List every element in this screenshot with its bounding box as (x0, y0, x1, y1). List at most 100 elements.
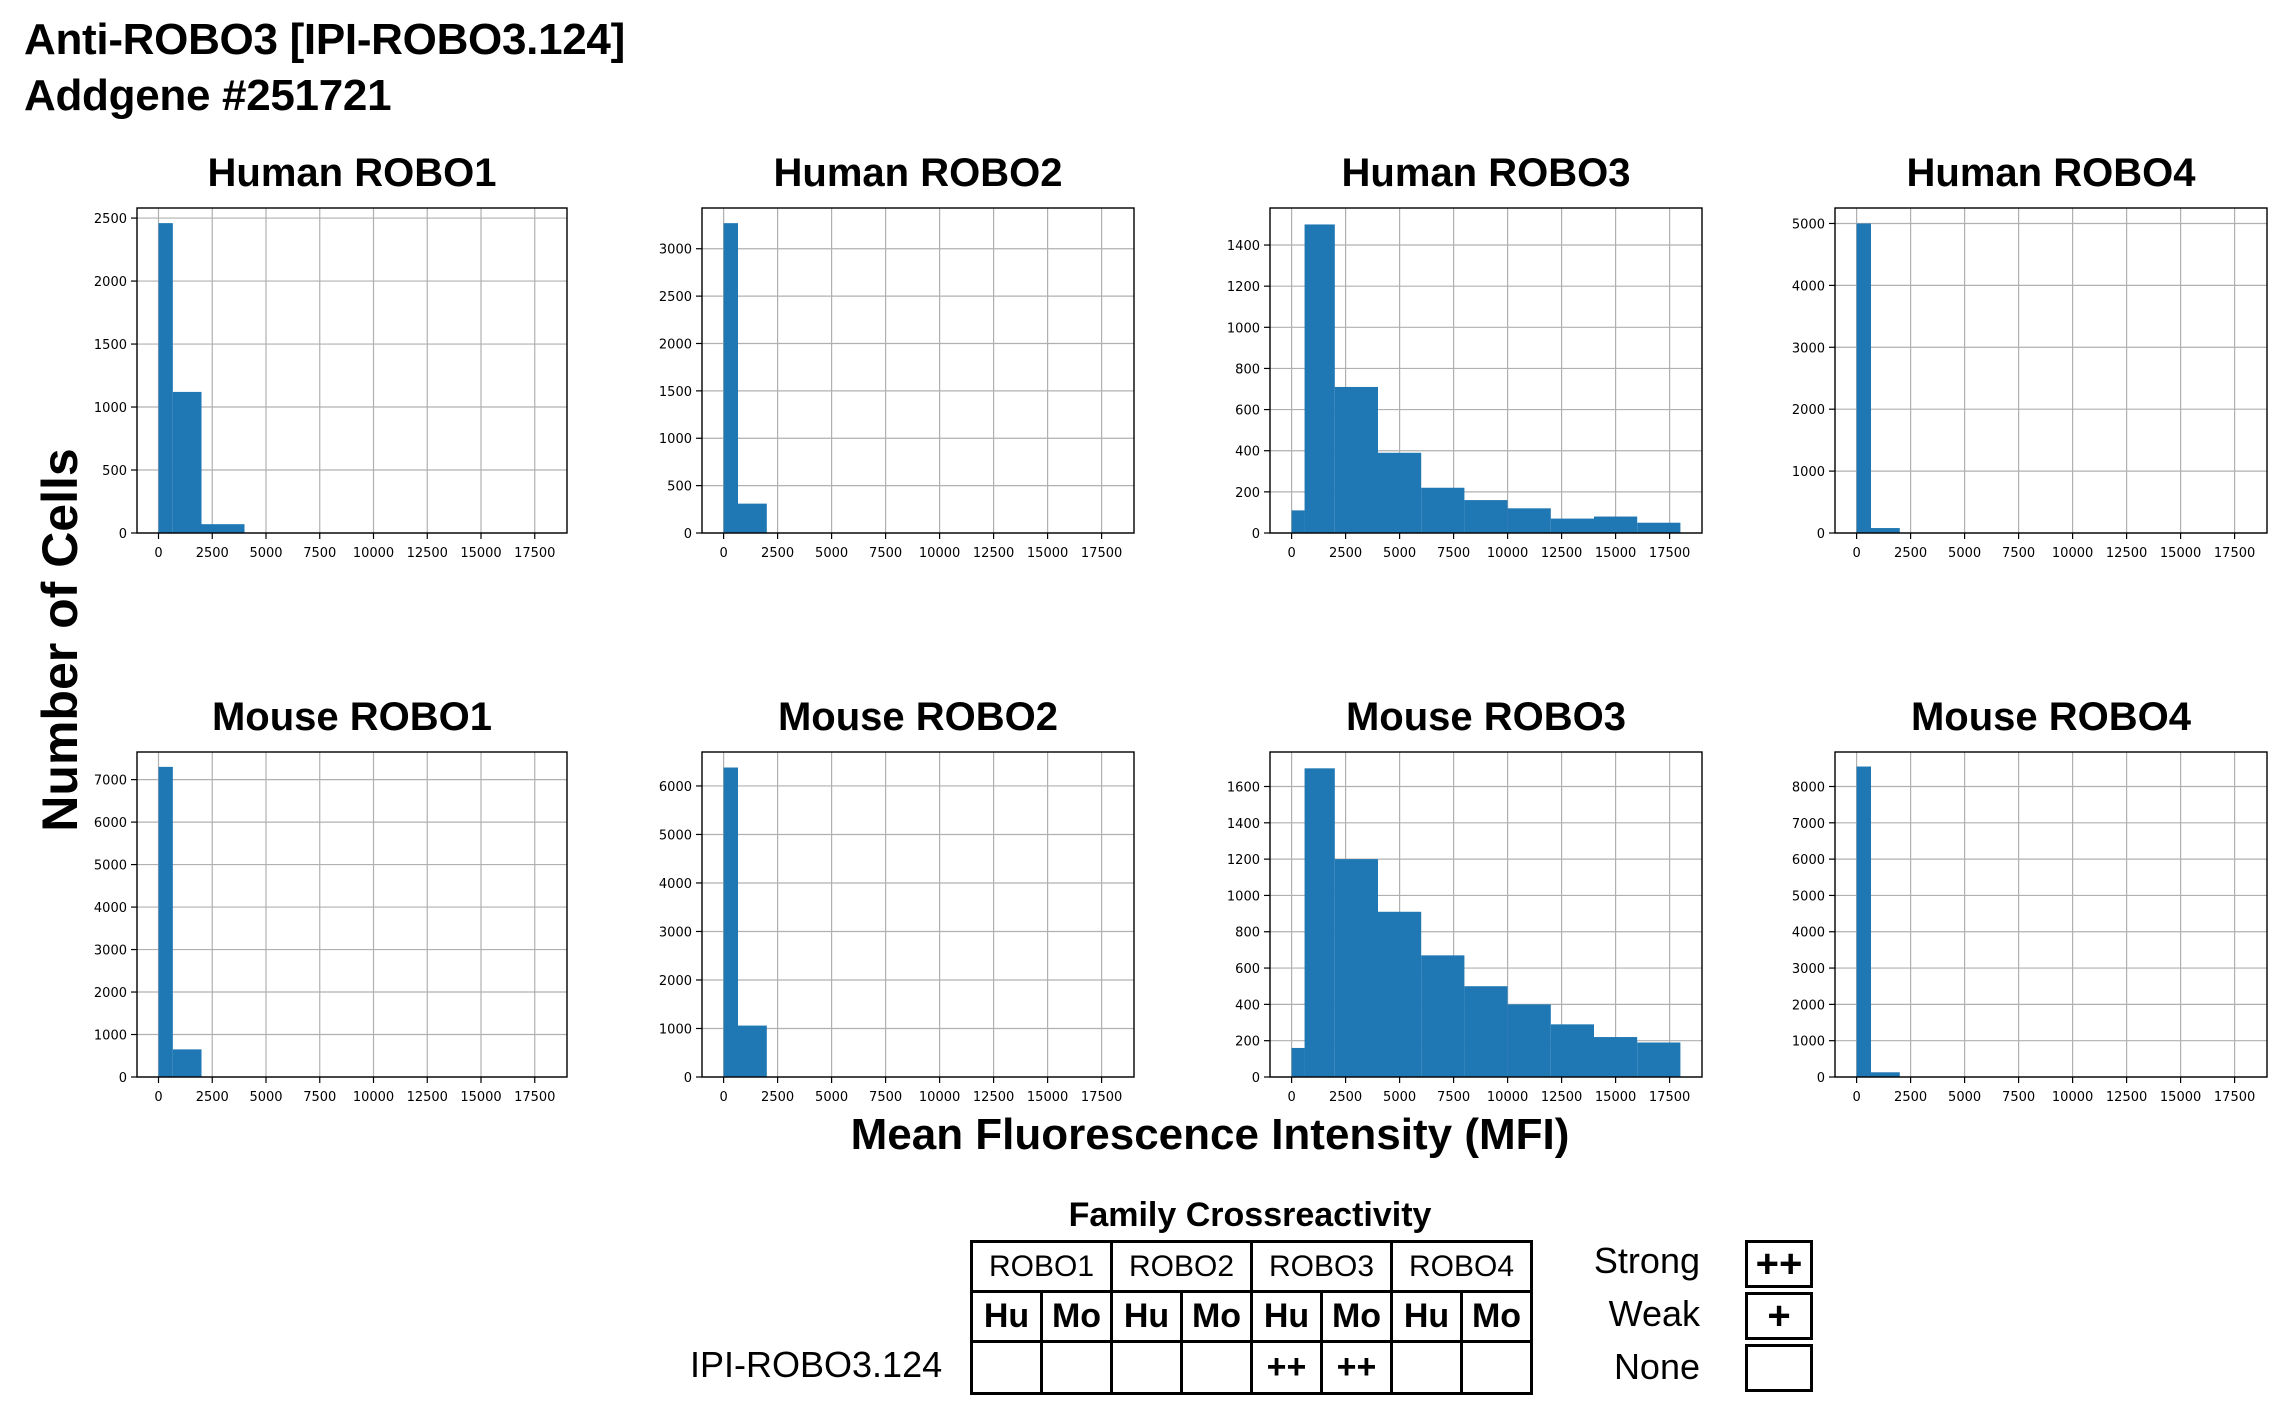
histogram-bar (1856, 223, 1872, 533)
plot-frame (1269, 207, 1703, 534)
x-tick-label: 7500 (869, 546, 902, 561)
x-tick-label: 10000 (1487, 546, 1528, 561)
x-tick-label: 15000 (2160, 1090, 2201, 1105)
x-tick-label: 10000 (919, 546, 960, 561)
x-tick-label: 12500 (2106, 1090, 2147, 1105)
x-tick-label: 15000 (460, 1090, 501, 1105)
histogram-panel: 0 2500 5000 7500 10000 12500 15000 17500 0 200 400… (1227, 751, 1703, 1105)
y-tick-label: 3000 (659, 925, 692, 940)
species-header: Hu (1250, 1290, 1323, 1343)
y-tick-label: 1200 (1227, 853, 1260, 868)
plot-frame (136, 207, 568, 534)
legend-weak-box: + (1745, 1292, 1813, 1340)
x-tick-label: 2500 (196, 1090, 229, 1105)
histogram-bar (1378, 452, 1422, 533)
histogram-panel: 0 2500 5000 7500 10000 12500 15000 17500 0 500 100… (659, 207, 1135, 561)
x-tick-label: 12500 (973, 546, 1014, 561)
y-tick-label: 6000 (94, 816, 127, 831)
antibody-row-label: IPI-ROBO3.124 (690, 1344, 943, 1385)
y-tick-label: 4000 (94, 901, 127, 916)
family-header: ROBO2 (1110, 1240, 1253, 1293)
x-tick-label: 7500 (2002, 546, 2035, 561)
x-tick-label: 2500 (761, 546, 794, 561)
y-tick-label: 2000 (659, 337, 692, 352)
histogram-bar (1594, 516, 1638, 533)
x-tick-label: 7500 (1437, 546, 1470, 561)
y-tick-label: 800 (1235, 362, 1260, 377)
y-tick-label: 0 (684, 527, 692, 542)
y-tick-label: 1400 (1227, 239, 1260, 254)
histogram-bar (1334, 386, 1378, 533)
species-header: Mo (1040, 1290, 1113, 1343)
x-tick-label: 0 (154, 1090, 162, 1105)
panel-title: Mouse ROBO3 (1345, 695, 1627, 739)
x-tick-label: 0 (1852, 1090, 1860, 1105)
histogram-bar (172, 391, 202, 533)
x-tick-label: 0 (1287, 1090, 1295, 1105)
species-header: Mo (1320, 1290, 1393, 1343)
x-tick-label: 15000 (1027, 546, 1068, 561)
panel-title: Mouse ROBO2 (777, 695, 1059, 739)
x-tick-label: 15000 (1595, 1090, 1636, 1105)
legend-none-label: None (1613, 1346, 1700, 1387)
species-header: Hu (970, 1290, 1043, 1343)
histogram-bar (1378, 911, 1422, 1077)
family-header: ROBO3 (1250, 1240, 1393, 1293)
y-tick-label: 1600 (1227, 780, 1260, 795)
y-tick-label: 3000 (1792, 341, 1825, 356)
reactivity-cell (1460, 1340, 1533, 1395)
panel-title: Mouse ROBO4 (1910, 695, 2192, 739)
x-tick-label: 7500 (1437, 1090, 1470, 1105)
y-tick-label: 2000 (1792, 403, 1825, 418)
antibody-row: ++ ++ (970, 1340, 1533, 1395)
y-tick-label: 4000 (1792, 279, 1825, 294)
histogram-panel: 0 2500 5000 7500 10000 12500 15000 17500 0 1000 20… (1792, 207, 2268, 561)
x-tick-label: 12500 (407, 1090, 448, 1105)
histogram-bar (1304, 768, 1335, 1077)
x-tick-label: 12500 (1541, 546, 1582, 561)
y-tick-label: 4000 (659, 877, 692, 892)
y-tick-label: 1400 (1227, 817, 1260, 832)
legend-none-box (1745, 1344, 1813, 1392)
x-tick-label: 5000 (815, 1090, 848, 1105)
y-tick-label: 5000 (94, 859, 127, 874)
histogram-bar (1550, 1024, 1594, 1077)
y-tick-label: 2000 (1792, 998, 1825, 1013)
y-tick-label: 2500 (94, 212, 127, 227)
x-tick-label: 7500 (869, 1090, 902, 1105)
y-tick-label: 3000 (659, 243, 692, 258)
y-tick-label: 2000 (94, 986, 127, 1001)
species-header: Hu (1110, 1290, 1183, 1343)
species-header: Hu (1390, 1290, 1463, 1343)
y-tick-label: 1000 (1227, 321, 1260, 336)
x-tick-label: 17500 (2214, 1090, 2255, 1105)
crossreactivity-table-title: Family Crossreactivity (1068, 1196, 1432, 1234)
reactivity-cell (1040, 1340, 1113, 1395)
reactivity-cell (970, 1340, 1043, 1395)
y-tick-label: 0 (1252, 1071, 1260, 1086)
x-tick-label: 10000 (353, 1090, 394, 1105)
histogram-panel: 0 2500 5000 7500 10000 12500 15000 17500 0 200 400… (1227, 207, 1703, 561)
legend-strong-box: ++ (1745, 1240, 1813, 1288)
histogram-bar (1291, 1047, 1305, 1077)
x-tick-label: 0 (1852, 546, 1860, 561)
x-tick-label: 5000 (815, 546, 848, 561)
histogram-bar (1334, 859, 1378, 1077)
x-tick-label: 0 (719, 1090, 727, 1105)
y-tick-label: 4000 (1792, 926, 1825, 941)
y-tick-label: 600 (1235, 404, 1260, 419)
histogram-panel: 0 2500 5000 7500 10000 12500 15000 17500 0 1000 20… (1792, 751, 2268, 1105)
y-tick-label: 800 (1235, 926, 1260, 941)
y-tick-label: 5000 (1792, 889, 1825, 904)
x-tick-label: 10000 (2052, 546, 2093, 561)
y-tick-label: 5000 (1792, 217, 1825, 232)
y-tick-label: 2000 (659, 974, 692, 989)
legend-strong-label: Strong (1593, 1240, 1700, 1281)
y-tick-label: 5000 (659, 828, 692, 843)
y-tick-label: 400 (1235, 445, 1260, 460)
figure-title: Anti-ROBO3 [IPI-ROBO3.124] (24, 15, 625, 64)
y-tick-label: 200 (1235, 486, 1260, 501)
y-tick-label: 1000 (659, 1022, 692, 1037)
plot-frame (136, 751, 568, 1078)
y-tick-label: 0 (119, 527, 127, 542)
